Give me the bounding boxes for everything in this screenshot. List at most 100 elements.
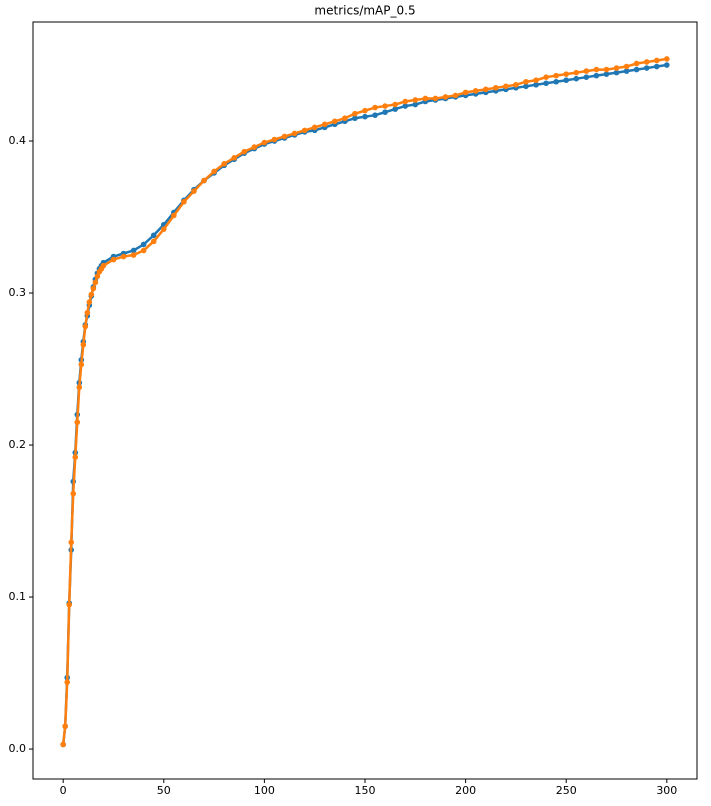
point	[392, 101, 398, 108]
series-line	[61, 57, 668, 745]
point	[241, 148, 248, 155]
point	[442, 94, 449, 100]
x-tick-label: 100	[254, 784, 275, 797]
point	[362, 113, 368, 120]
point	[603, 66, 610, 73]
point	[593, 72, 600, 79]
point	[201, 177, 207, 184]
point	[84, 309, 91, 316]
point	[70, 490, 77, 497]
point	[271, 136, 278, 143]
point	[130, 252, 137, 258]
point	[261, 139, 268, 146]
point	[623, 68, 630, 74]
point	[221, 161, 227, 167]
point	[94, 273, 101, 280]
point	[563, 71, 570, 77]
point	[66, 601, 73, 608]
point	[523, 78, 529, 85]
point	[664, 62, 670, 68]
point	[563, 77, 570, 84]
point	[492, 85, 499, 91]
point	[643, 65, 650, 71]
x-tick-label: 250	[556, 784, 577, 797]
point	[553, 72, 559, 79]
point	[171, 212, 177, 219]
point	[281, 133, 288, 140]
point	[140, 241, 147, 248]
y-tick-label: 0.0	[9, 742, 27, 755]
point	[613, 69, 620, 76]
point	[352, 115, 358, 122]
chart-title: metrics/mAP_0.5	[314, 4, 415, 18]
point	[402, 103, 409, 109]
point	[181, 199, 187, 205]
point	[553, 78, 559, 85]
point	[150, 238, 157, 245]
point	[76, 384, 83, 391]
point	[613, 65, 620, 71]
x-tick-label: 300	[656, 784, 677, 797]
point	[462, 89, 469, 96]
point	[100, 262, 107, 269]
point	[82, 323, 89, 330]
point	[110, 256, 117, 263]
point	[321, 121, 328, 128]
point	[301, 127, 308, 134]
point	[472, 88, 479, 94]
x-tick-label: 200	[455, 784, 476, 797]
point	[432, 95, 439, 102]
point	[633, 60, 640, 67]
y-tick-label: 0.4	[9, 134, 27, 147]
point	[603, 71, 610, 77]
point	[653, 57, 660, 64]
point	[86, 299, 93, 305]
point	[62, 723, 68, 730]
point	[332, 118, 338, 125]
point	[533, 77, 539, 84]
point	[573, 69, 580, 76]
point	[503, 83, 509, 90]
point	[402, 98, 409, 105]
point	[92, 279, 99, 286]
point	[452, 92, 459, 99]
point	[533, 81, 539, 88]
point	[140, 247, 147, 254]
point	[90, 285, 97, 292]
point	[251, 144, 258, 150]
point	[372, 112, 378, 118]
point	[150, 232, 157, 239]
point	[583, 74, 590, 80]
point	[382, 103, 388, 109]
point	[60, 741, 66, 748]
point	[160, 226, 167, 232]
y-tick-label: 0.2	[9, 438, 27, 451]
point	[80, 341, 87, 348]
point	[72, 454, 79, 460]
point	[573, 75, 580, 82]
y-tick-label: 0.3	[9, 286, 27, 299]
point	[643, 59, 650, 65]
point	[231, 154, 238, 161]
x-tick-label: 0	[60, 784, 67, 797]
point	[68, 539, 75, 546]
point	[543, 80, 549, 87]
point	[523, 83, 529, 90]
point	[392, 106, 398, 112]
point	[412, 101, 419, 108]
point	[342, 115, 348, 122]
point	[623, 63, 630, 70]
point	[513, 81, 519, 88]
y-tick-label: 0.1	[9, 590, 27, 603]
point	[543, 74, 549, 80]
series-line	[61, 63, 668, 745]
point	[372, 104, 378, 111]
point	[211, 168, 217, 175]
point	[291, 130, 298, 137]
x-tick-label: 150	[355, 784, 376, 797]
point	[422, 95, 429, 102]
point	[482, 86, 489, 93]
point	[130, 247, 137, 254]
point	[412, 97, 419, 103]
